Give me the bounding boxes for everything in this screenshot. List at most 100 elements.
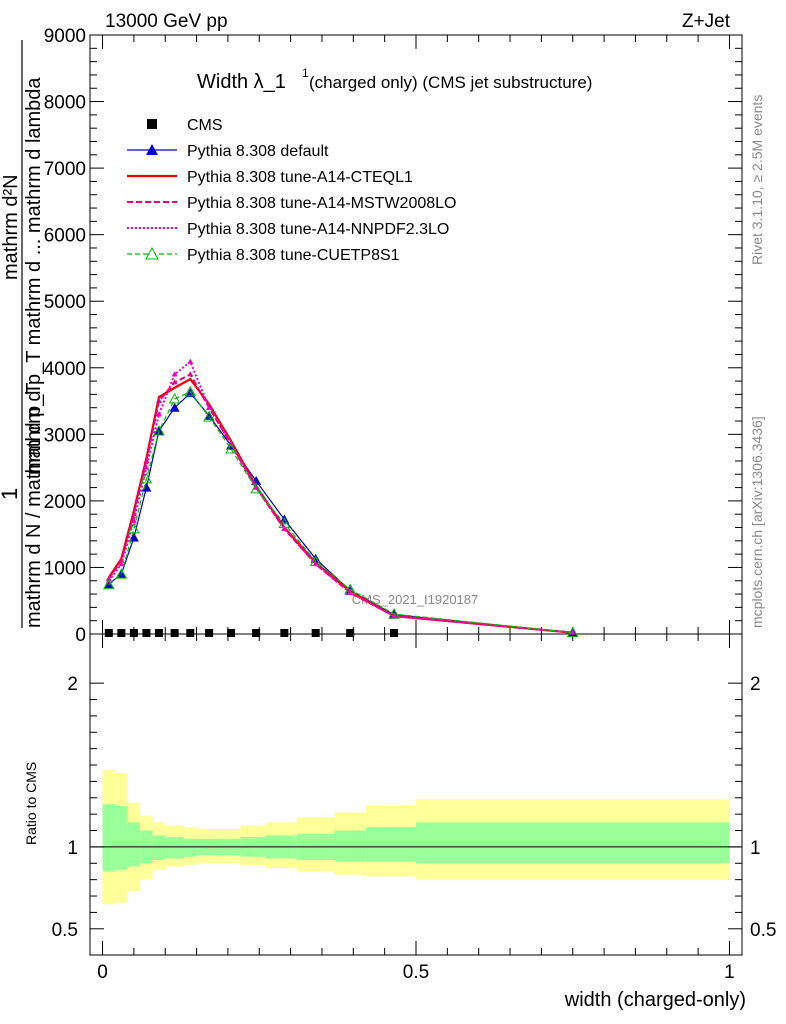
series-point xyxy=(230,440,232,442)
ratio-band-green xyxy=(416,822,730,864)
series-point xyxy=(168,393,181,404)
y-tick-label: 8000 xyxy=(44,93,86,114)
legend: CMS Pythia 8.308 default Pythia 8.308 tune… xyxy=(127,117,456,264)
legend-label: Pythia 8.308 tune-A14-MSTW2008LO xyxy=(187,195,456,212)
legend-label: Pythia 8.308 tune-A14-CTEQL1 xyxy=(187,169,413,186)
series-point xyxy=(344,583,357,594)
ratio-band-green xyxy=(115,805,128,870)
ratio-band-green xyxy=(184,838,197,857)
legend-label: CMS xyxy=(187,117,223,134)
y-tick-label: 3000 xyxy=(44,425,86,446)
y-tick-label: 1000 xyxy=(44,558,86,579)
series-point xyxy=(187,358,194,364)
cms-point xyxy=(117,629,126,638)
ratio-y-tick-label-right: 1 xyxy=(750,838,761,859)
legend-marker xyxy=(146,144,158,155)
ylabel-low: mathrm d N / mathrm d p_T xyxy=(23,382,45,628)
legend-label: Pythia 8.308 tune-CUETP8S1 xyxy=(187,247,400,264)
y-tick-label: 6000 xyxy=(44,226,86,247)
series-point xyxy=(171,379,178,385)
ylabel-top: mathrm d²N xyxy=(0,174,22,280)
ylabel-mid: mathrm d p_T mathrm d ... mathrm d lambd… xyxy=(23,77,45,475)
series-point xyxy=(250,482,262,494)
ratio-plot-frame xyxy=(89,633,743,956)
energy-label: 13000 GeV pp xyxy=(105,11,228,32)
cms-point xyxy=(227,629,236,638)
series-point xyxy=(253,484,260,490)
cms-point xyxy=(186,629,195,638)
cms-point xyxy=(252,629,261,638)
ratio-y-tick-label: 1 xyxy=(67,838,78,859)
ratio-axis-ticks: 0.5 0.5 1 1 2 2 0 0.5 1 xyxy=(52,634,776,983)
series-point xyxy=(189,378,191,380)
series-point xyxy=(141,482,152,492)
cms-point xyxy=(154,629,163,638)
main-y-axis-label: mathrm d²N mathrm d p_T mathrm d ... mat… xyxy=(0,40,45,628)
cms-point xyxy=(390,629,399,638)
ratio-band-green xyxy=(127,822,141,867)
series-line xyxy=(108,392,573,634)
series-point xyxy=(118,561,125,567)
series-point xyxy=(203,410,215,422)
legend-label: Pythia 8.308 tune-A14-NNPDF2.3LO xyxy=(187,221,449,238)
y-tick-label: 5000 xyxy=(44,292,86,313)
series-line xyxy=(107,373,573,634)
series-point xyxy=(115,568,128,579)
series-point xyxy=(388,608,400,619)
x-axis-label: width (charged-only) xyxy=(564,989,746,1011)
series-point xyxy=(143,464,150,470)
ratio-band-green xyxy=(102,804,116,872)
plot-title-main: Width λ_1 xyxy=(197,71,286,93)
legend-marker xyxy=(145,246,159,260)
ratio-y-tick-label-right: 2 xyxy=(750,674,761,695)
series-point xyxy=(153,424,165,436)
cms-point xyxy=(205,629,214,638)
series-point xyxy=(206,404,213,410)
series-point xyxy=(130,511,137,517)
plot-title-rest: (charged only) (CMS jet substructure) xyxy=(309,73,592,92)
plot-title: Width λ_1 1 (charged only) (CMS jet subs… xyxy=(197,66,592,93)
series-point xyxy=(309,555,322,566)
ratio-y-axis-label: Ratio to CMS xyxy=(23,762,39,845)
cms-data-points xyxy=(104,629,399,638)
cms-point xyxy=(280,629,289,638)
cms-point xyxy=(170,629,179,638)
process-label: Z+Jet xyxy=(682,11,731,32)
y-tick-label: 7000 xyxy=(44,159,86,180)
ratio-band-green xyxy=(334,830,366,862)
series-point xyxy=(143,457,150,463)
y-tick-label: 2000 xyxy=(44,492,86,513)
ratio-bands xyxy=(90,769,742,905)
series-point xyxy=(174,387,176,389)
series-point xyxy=(102,578,115,590)
series-point xyxy=(225,442,237,454)
series-line xyxy=(107,377,573,634)
y-tick-label: 4000 xyxy=(44,359,86,380)
series-point xyxy=(312,561,319,567)
main-axis-ticks: 0 1000 2000 3000 4000 5000 6000 7000 8000 9000 xyxy=(44,26,742,646)
series-point xyxy=(569,629,576,635)
series-point xyxy=(130,517,137,523)
cms-point xyxy=(346,629,355,638)
ratio-band-green xyxy=(152,835,166,861)
cms-point xyxy=(129,629,138,638)
ratio-y-tick-label: 0.5 xyxy=(52,920,78,941)
legend-label: Pythia 8.308 default xyxy=(187,143,329,160)
series-point xyxy=(566,626,579,638)
x-tick-label: 0 xyxy=(97,962,108,983)
watermark: CMS_2021_I1920187 xyxy=(352,592,479,607)
ratio-y-tick-label: 2 xyxy=(67,674,78,695)
x-tick-label: 0.5 xyxy=(403,962,429,983)
x-tick-label: 1 xyxy=(724,962,735,983)
series-layer xyxy=(102,358,579,638)
series-point xyxy=(103,579,114,589)
y-tick-label: 9000 xyxy=(44,26,86,47)
series-point xyxy=(155,398,162,404)
series-point xyxy=(391,613,398,619)
ratio-band-green xyxy=(365,827,416,862)
series-point xyxy=(169,402,180,412)
series-point xyxy=(278,517,291,529)
plot-title-superscript: 1 xyxy=(302,66,309,80)
series-point xyxy=(118,557,125,563)
